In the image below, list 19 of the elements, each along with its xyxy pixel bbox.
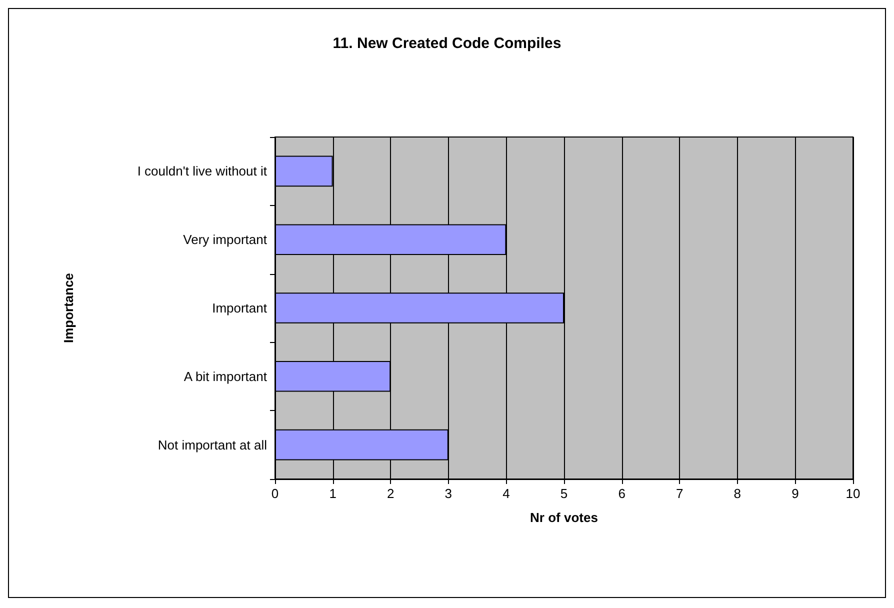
- y-tick-label: I couldn't live without it: [137, 164, 268, 179]
- y-tick-label: A bit important: [184, 368, 268, 384]
- x-tick-label: 3: [444, 486, 452, 501]
- y-tick-label: Very important: [183, 232, 268, 248]
- x-tick-label: 10: [846, 486, 860, 501]
- x-tick-label: 0: [271, 486, 279, 501]
- y-tick-label: Important: [212, 300, 268, 316]
- x-axis-title: Nr of votes: [530, 510, 598, 525]
- x-tick-label: 7: [676, 486, 684, 501]
- x-tick-label: 6: [618, 486, 626, 501]
- x-tick-label: 5: [560, 486, 568, 501]
- x-tick-label: 9: [792, 486, 799, 501]
- x-tick-label: 2: [386, 486, 394, 501]
- y-axis-title: Importance: [61, 272, 76, 344]
- x-tick-label: 8: [734, 486, 742, 501]
- chart-title: 11. New Created Code Compiles: [332, 35, 562, 52]
- y-tick-label: Not important at all: [158, 437, 268, 452]
- x-tick-label: 1: [329, 486, 336, 501]
- x-tick-label: 4: [502, 486, 510, 501]
